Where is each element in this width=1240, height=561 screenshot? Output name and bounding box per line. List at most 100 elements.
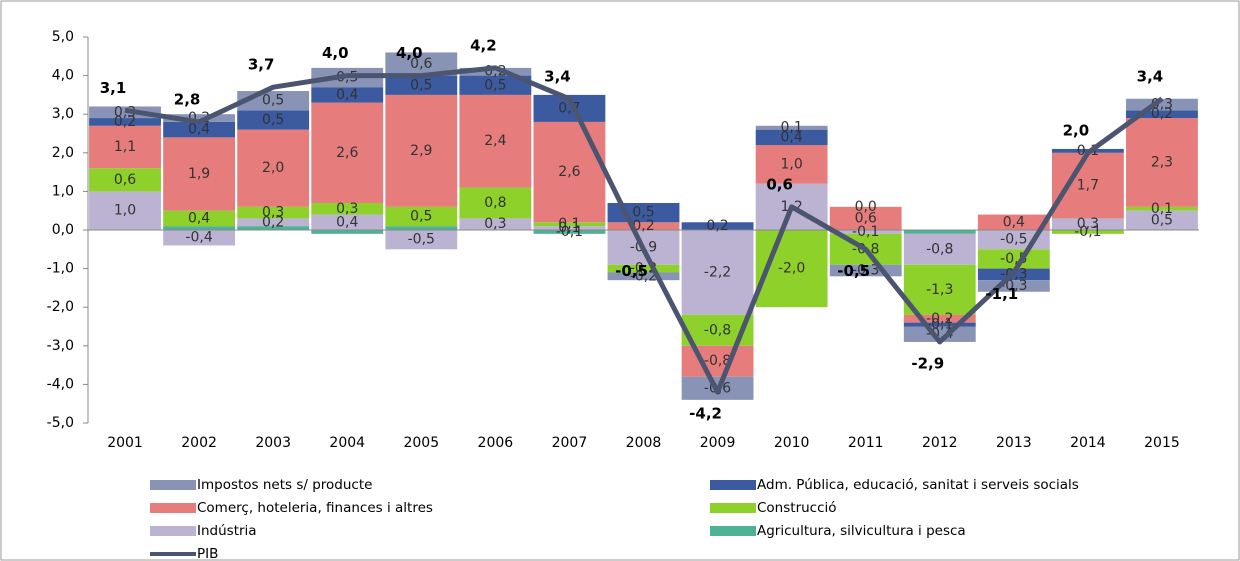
bar-segment bbox=[903, 322, 976, 327]
bar-segment bbox=[903, 326, 976, 342]
segment-label: 0,5 bbox=[262, 112, 284, 128]
bar-segment bbox=[977, 214, 1050, 230]
x-tick-label: 2006 bbox=[478, 435, 514, 451]
segment-label: 0,5 bbox=[484, 77, 506, 93]
segment-label: 1,1 bbox=[114, 139, 136, 155]
bar-segment bbox=[89, 191, 161, 230]
x-tick-label: 2012 bbox=[922, 435, 958, 451]
segment-label: 0,6 bbox=[114, 172, 136, 188]
segment-label: -0,5 bbox=[408, 232, 435, 248]
segment-label: 0,1 bbox=[558, 216, 580, 232]
segment-label: -0,2 bbox=[926, 311, 953, 327]
x-tick-label: 2003 bbox=[255, 435, 291, 451]
bar-segment bbox=[385, 52, 458, 76]
bar-segment bbox=[533, 222, 606, 227]
bar-segment bbox=[385, 94, 458, 207]
segment-label: 0,6 bbox=[410, 56, 432, 72]
segment-label: 0,2 bbox=[632, 218, 654, 234]
segment-label: 0,5 bbox=[632, 205, 654, 221]
legend-swatch bbox=[150, 503, 196, 513]
x-tick-label: 2013 bbox=[996, 435, 1032, 451]
y-tick-label: -4,0 bbox=[47, 376, 74, 392]
line-label: 4,0 bbox=[322, 44, 349, 62]
bar-segment bbox=[533, 121, 606, 223]
x-tick-label: 2008 bbox=[626, 435, 662, 451]
segment-label: 0,2 bbox=[114, 114, 136, 130]
segment-label: -0,1 bbox=[852, 224, 879, 240]
bar-segment bbox=[311, 230, 384, 234]
legend-swatch bbox=[710, 503, 756, 513]
segment-label: -0,1 bbox=[1074, 224, 1101, 240]
bar-segment bbox=[903, 264, 976, 315]
x-tick-label: 2002 bbox=[181, 435, 217, 451]
legend-label: Impostos nets s/ producte bbox=[197, 477, 372, 493]
segment-label: -0,8 bbox=[704, 353, 731, 369]
segment-label: 2,6 bbox=[558, 164, 580, 180]
legend-swatch bbox=[150, 526, 196, 536]
bar-segment bbox=[311, 87, 384, 103]
bar-segment bbox=[311, 214, 384, 230]
y-tick-label: -1,0 bbox=[47, 261, 74, 277]
segment-label: 0,2 bbox=[706, 218, 728, 234]
bar-segment bbox=[607, 272, 680, 281]
bar-segment bbox=[829, 264, 902, 277]
line-label: -4,2 bbox=[689, 405, 722, 423]
bar-segment bbox=[89, 118, 161, 126]
x-tick-label: 2015 bbox=[1144, 435, 1180, 451]
legend-swatch bbox=[710, 480, 756, 490]
segment-label: 2,6 bbox=[336, 145, 358, 161]
bar-segment bbox=[533, 226, 606, 230]
y-tick-label: 5,0 bbox=[52, 29, 74, 45]
x-tick-label: 2014 bbox=[1070, 435, 1106, 451]
segment-label: 0,5 bbox=[410, 208, 432, 224]
segment-label: -0,1 bbox=[926, 317, 953, 333]
segment-label: 2,4 bbox=[484, 133, 506, 149]
bar-segment bbox=[163, 137, 236, 211]
segment-label: -2,2 bbox=[704, 264, 731, 280]
bar-segment bbox=[237, 226, 310, 230]
bar-segment bbox=[1126, 98, 1198, 111]
bar-segment bbox=[385, 226, 458, 230]
bar-segment bbox=[1126, 206, 1198, 211]
bar-segment bbox=[1051, 218, 1124, 230]
bar-segment bbox=[163, 230, 236, 246]
legend-label: PIB bbox=[197, 546, 218, 561]
line-label: -2,9 bbox=[911, 354, 944, 372]
segment-label: 2,0 bbox=[262, 160, 284, 176]
line-label: 3,1 bbox=[100, 79, 127, 97]
segment-label: 0,8 bbox=[484, 195, 506, 211]
bar-segment bbox=[311, 202, 384, 215]
bar-segment bbox=[977, 249, 1050, 269]
segment-label: 0,3 bbox=[262, 205, 284, 221]
bar-segment bbox=[237, 110, 310, 130]
segment-label: 0,2 bbox=[262, 214, 284, 230]
bar-segment bbox=[385, 230, 458, 250]
segment-label: 0,0 bbox=[855, 199, 877, 215]
segment-label: 0,4 bbox=[188, 122, 210, 138]
bar-segment bbox=[89, 168, 161, 192]
legend-label: Adm. Pública, educació, sanitat i servei… bbox=[757, 477, 1079, 493]
segment-label: -2,0 bbox=[778, 261, 805, 277]
bar-segment bbox=[459, 187, 532, 219]
segment-label: 2,9 bbox=[410, 143, 432, 159]
bar-segment bbox=[385, 75, 458, 95]
bar-segment bbox=[1126, 210, 1198, 230]
bar-segment bbox=[829, 206, 902, 230]
x-tick-label: 2010 bbox=[774, 435, 810, 451]
bar-segment bbox=[89, 125, 161, 169]
y-tick-label: 2,0 bbox=[52, 145, 74, 161]
segment-label: -1,3 bbox=[926, 282, 953, 298]
bar-segment bbox=[459, 218, 532, 230]
x-tick-label: 2005 bbox=[403, 435, 439, 451]
segment-label: 0,4 bbox=[1003, 214, 1025, 230]
legend-label: Comerç, hoteleria, finances i altres bbox=[197, 500, 433, 516]
segment-label: 0,5 bbox=[410, 77, 432, 93]
bar-segment bbox=[237, 218, 310, 227]
legend-label: Construcció bbox=[757, 500, 837, 516]
bar-segment bbox=[237, 129, 310, 207]
y-tick-label: 1,0 bbox=[52, 183, 74, 199]
segment-label: 0,1 bbox=[781, 120, 803, 136]
bar-segment bbox=[163, 226, 236, 230]
bar-segment bbox=[163, 121, 236, 138]
